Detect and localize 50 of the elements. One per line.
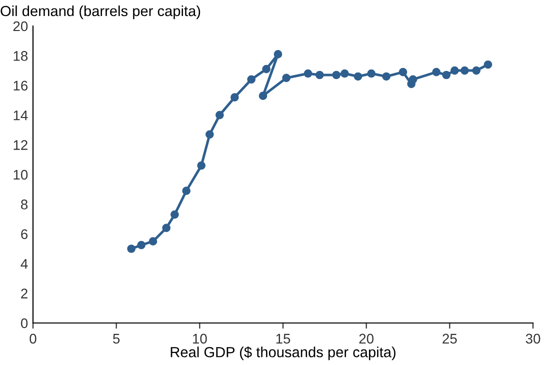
point [450, 66, 459, 75]
point [127, 244, 136, 253]
x-axis-title: Real GDP ($ thousands per capita) [170, 346, 396, 360]
y-tick-label: 0 [20, 318, 28, 328]
point [274, 50, 282, 58]
point [258, 92, 268, 100]
point [484, 60, 492, 69]
x-tick-label: 30 [526, 334, 540, 344]
point [316, 70, 324, 80]
point [137, 240, 146, 250]
point [382, 72, 390, 81]
point [472, 66, 480, 75]
point [216, 110, 224, 120]
point [230, 93, 239, 102]
x-tick-label: 25 [442, 334, 457, 344]
x-tick-label: 15 [276, 334, 290, 344]
point [408, 75, 418, 84]
point [148, 237, 158, 246]
y-tick-label: 20 [13, 21, 28, 32]
y-tick-label: 4 [20, 259, 28, 269]
x-tick-label: 5 [113, 334, 120, 344]
point [332, 70, 340, 80]
point [182, 186, 190, 195]
point [247, 75, 256, 84]
point [432, 68, 440, 76]
point [162, 224, 170, 232]
y-tick-label: 18 [14, 51, 28, 61]
x-tick-label: 0 [30, 334, 36, 344]
y-tick-label: 14 [14, 110, 28, 120]
point [442, 70, 450, 80]
x-tick-label: 20 [359, 334, 374, 344]
point [398, 68, 408, 76]
point [460, 66, 469, 75]
y-tick-label: 2 [21, 288, 28, 298]
y-tick-label: 8 [21, 200, 28, 210]
point [170, 210, 179, 219]
y-tick-label: 6 [21, 229, 28, 240]
point [340, 69, 349, 78]
x-tick-label: 10 [193, 334, 207, 344]
point [354, 72, 362, 81]
point [262, 64, 270, 74]
y-tick-label: 16 [14, 80, 28, 91]
y-tick-label: 10 [14, 170, 28, 180]
point [367, 69, 376, 78]
y-axis-title: Oil demand (barrels per capita) [0, 5, 200, 20]
point [282, 74, 290, 82]
y-tick-label: 12 [14, 140, 28, 150]
point [206, 130, 214, 139]
point [197, 161, 206, 170]
point [304, 69, 312, 78]
